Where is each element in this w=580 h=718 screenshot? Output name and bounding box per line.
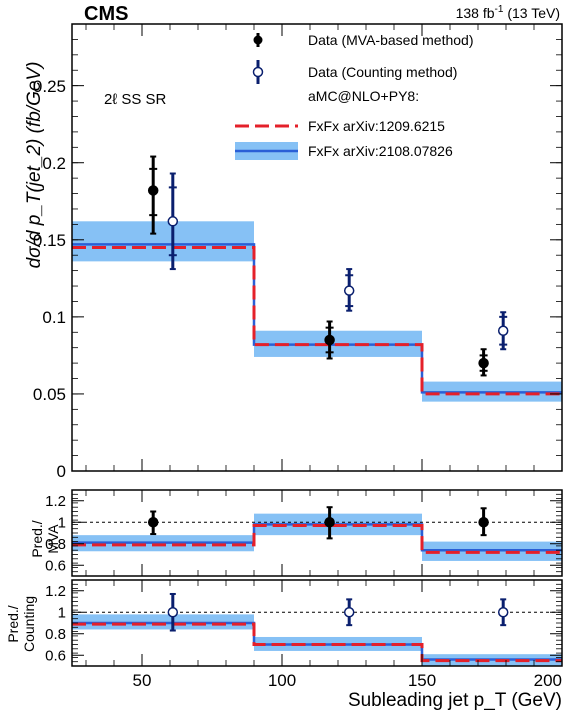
main-panel: 0 0.05 0.1 0.15 0.2 0.25 — [33, 23, 563, 481]
legend-fxfx2021-label: FxFx arXiv:2108.07826 — [308, 143, 453, 159]
legend-counting-label: Data (Counting method) — [308, 64, 457, 80]
main-fxfx2021-line — [72, 243, 562, 394]
main-counting-point-2 — [343, 285, 355, 296]
ratio-counting-fxfx2012-line — [72, 622, 562, 663]
ratio-mva-y-tick-label-1: 0.6 — [45, 558, 66, 575]
main-frame — [71, 23, 563, 472]
main-y-tick-label-3: 0.1 — [42, 308, 66, 327]
ratio-mva-data-point-2 — [324, 517, 335, 528]
main-counting-point-1 — [167, 216, 179, 227]
legend-counting-marker — [252, 66, 264, 78]
legend: Data (MVA-based method) Data (Counting me… — [235, 32, 473, 160]
main-y-tick-label-2: 0.05 — [33, 385, 66, 404]
main-y-axis-label: dσ/d p_T(jet_2) (fb/GeV) — [24, 62, 45, 269]
x-tick-label-1: 50 — [133, 671, 152, 690]
ratio-mva-data-point-1 — [147, 517, 159, 528]
ratio-mva-y-tick-label-4: 1.2 — [45, 493, 66, 510]
ratio-counting-panel: 0.6 0.8 1 1.2 50 100 150 200 — [45, 579, 563, 690]
ratio-counting-data-point-1 — [167, 607, 179, 618]
ratio-mva-y-label-line2: MVA — [45, 524, 61, 554]
legend-mva-label: Data (MVA-based method) — [308, 32, 473, 48]
ratio-counting-data-point-2 — [343, 607, 355, 618]
ratio-counting-y-tick-label-1: 0.6 — [45, 648, 66, 665]
legend-fxfx2012-label: FxFx arXiv:1209.6215 — [308, 118, 445, 134]
ratio-mva-y-tick-label-2: 0.8 — [45, 536, 66, 553]
x-tick-label-4: 200 — [534, 671, 562, 690]
ratio-counting-y-tick-label-3: 1 — [58, 605, 66, 622]
ratio-mva-fxfx2012-line — [72, 523, 562, 554]
x-axis-label: Subleading jet p_T (GeV) — [348, 690, 562, 711]
x-tick-label-3: 150 — [408, 671, 436, 690]
ratio-counting-y-label-line2: Counting — [21, 596, 37, 652]
main-mva-point-1 — [147, 185, 159, 196]
ratio-counting-y-tick-label-4: 1.2 — [45, 583, 66, 600]
main-y-tick-label-6: 0.25 — [33, 77, 66, 96]
main-counting-point-3 — [497, 325, 509, 336]
region-label: 2ℓ SS SR — [104, 91, 167, 108]
main-y-tick-label-5: 0.2 — [42, 154, 66, 173]
main-fxfx2021-band-1 — [72, 221, 254, 262]
ratio-counting-y-label-line1: Pred./ — [5, 605, 21, 642]
ratio-counting-data-point-3 — [497, 607, 509, 618]
legend-mva-marker — [253, 35, 263, 45]
legend-generator-header: aMC@NLO+PY8: — [308, 88, 419, 104]
main-mva-point-2 — [324, 334, 335, 346]
main-y-tick-label-4: 0.15 — [33, 231, 66, 250]
ratio-mva-panel: 0.6 0.8 1 1.2 — [45, 489, 563, 577]
ratio-counting-y-tick-label-2: 0.8 — [45, 626, 66, 643]
ratio-mva-data-point-3 — [478, 517, 489, 528]
main-fxfx2012-line — [72, 246, 562, 396]
main-mva-point-3 — [478, 357, 489, 369]
ratio-mva-y-tick-label-3: 1 — [58, 515, 66, 532]
experiment-label: CMS — [84, 3, 128, 25]
ratio-mva-y-label-line1: Pred./ — [29, 520, 45, 557]
main-y-tick-label-1: 0 — [57, 462, 66, 481]
luminosity-label: 138 fb-1 (13 TeV) — [456, 4, 560, 21]
x-tick-label-2: 100 — [268, 671, 296, 690]
